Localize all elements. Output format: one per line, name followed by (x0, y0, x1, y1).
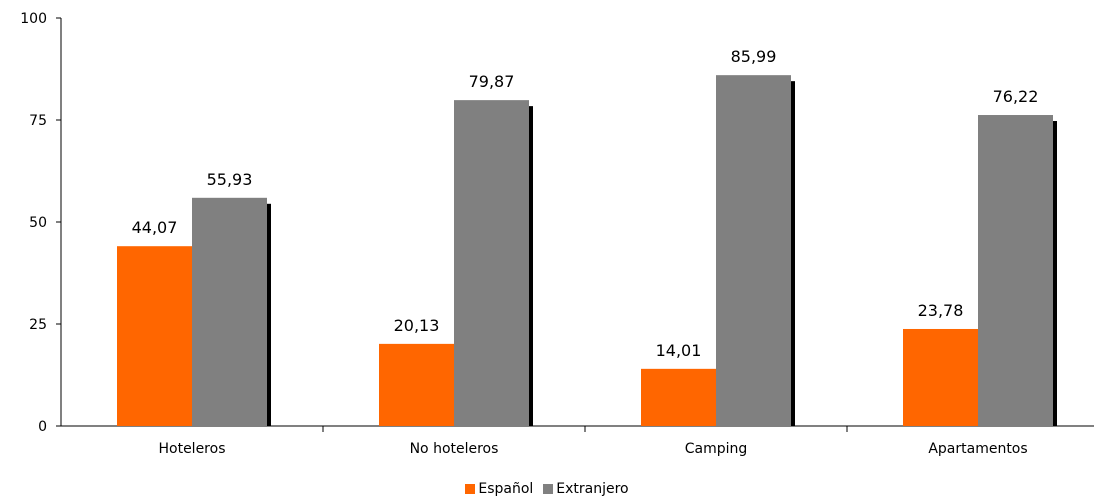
bar-chart-plot: 0 25 50 75 100 Hoteleros No hoteleros Camping A… (20, 11, 1094, 457)
legend-swatch-extranjero (543, 484, 554, 494)
legend: Español Extranjero (0, 480, 1094, 498)
y-tick-label: 100 (20, 11, 47, 27)
x-axis: Hoteleros No hoteleros Camping Apartamentos (61, 425, 1094, 457)
legend-label-extranjero: Extranjero (556, 481, 629, 497)
bar-shadow (529, 106, 533, 426)
bar (716, 75, 791, 426)
legend-swatch-espanol (465, 484, 476, 494)
bar (454, 100, 529, 426)
bar-shadow (267, 203, 271, 426)
legend-item-extranjero: Extranjero (543, 481, 629, 497)
y-tick-label: 25 (29, 317, 47, 333)
data-label: 14,01 (656, 341, 702, 360)
data-label: 55,93 (207, 170, 253, 189)
bars (117, 75, 1057, 426)
y-tick-label: 75 (29, 113, 47, 129)
legend-item-espanol: Español (465, 481, 533, 497)
x-category-label: Hoteleros (158, 441, 225, 457)
data-label: 44,07 (132, 218, 178, 237)
legend-label-espanol: Español (478, 481, 534, 497)
bar (903, 328, 978, 426)
bar (978, 115, 1053, 426)
y-axis: 0 25 50 75 100 (20, 11, 62, 435)
bar-shadow (791, 81, 795, 426)
x-category-label: No hoteleros (410, 441, 499, 457)
bar (641, 368, 716, 426)
data-label: 85,99 (731, 47, 777, 66)
bar-shadow (1053, 121, 1057, 426)
data-labels: 44,07 20,13 14,01 23,78 55,93 79,87 85,99 76,22 (132, 47, 1039, 360)
x-category-label: Apartamentos (928, 441, 1027, 457)
y-tick-label: 50 (29, 215, 47, 231)
bar (379, 343, 454, 426)
bar (117, 246, 192, 426)
data-label: 76,22 (993, 87, 1039, 106)
x-category-label: Camping (685, 441, 748, 457)
data-label: 79,87 (469, 72, 515, 91)
bar (192, 197, 267, 426)
data-label: 20,13 (394, 316, 440, 335)
y-tick-label: 0 (38, 419, 47, 435)
data-label: 23,78 (918, 301, 964, 320)
